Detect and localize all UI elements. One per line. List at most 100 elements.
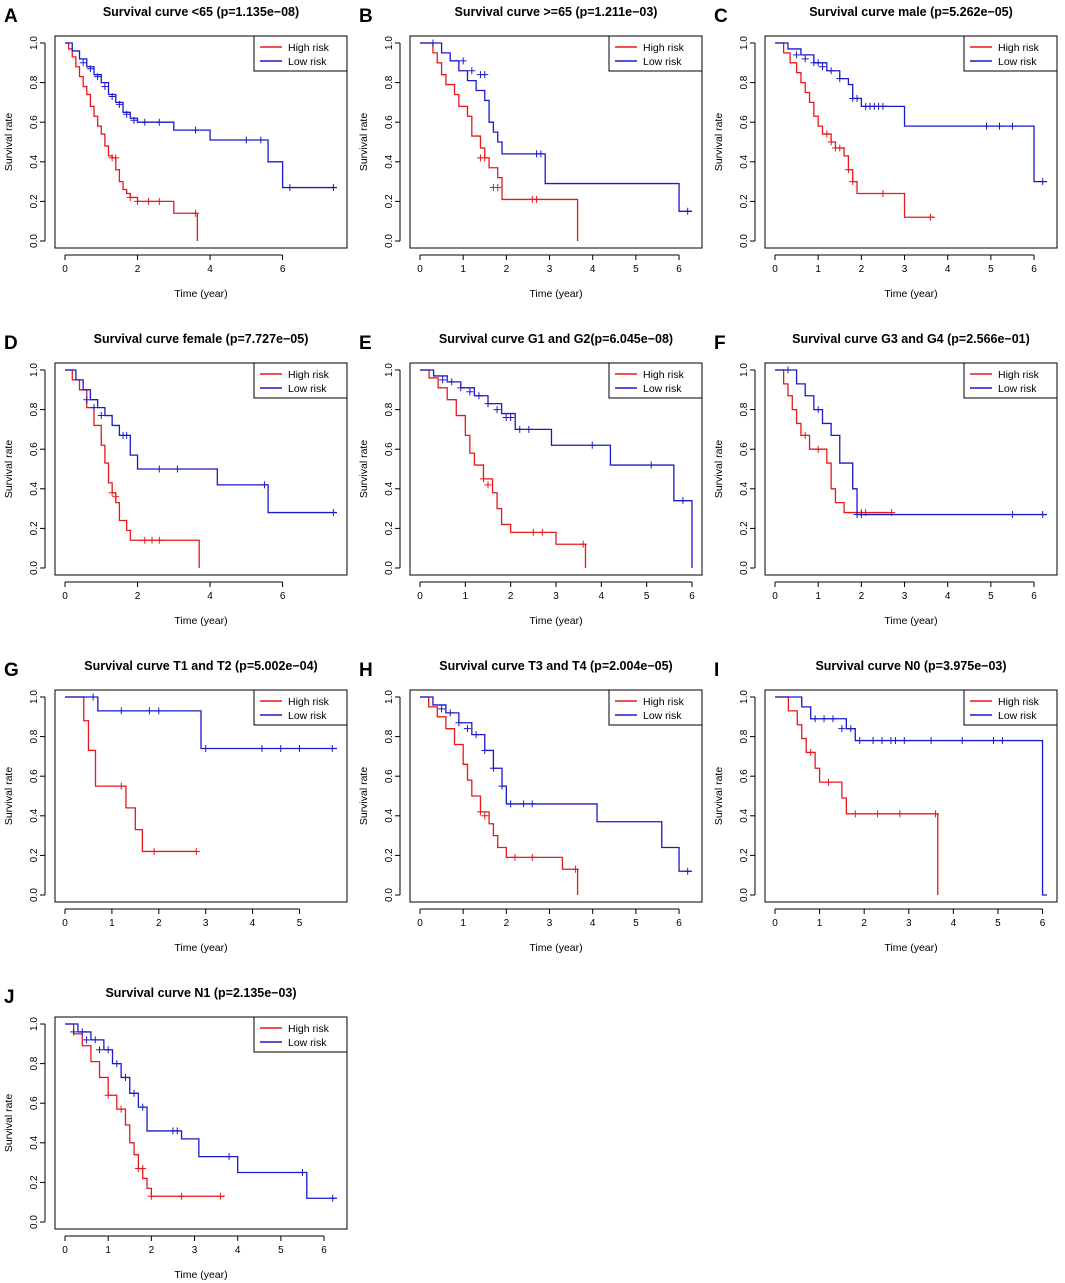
censor-mark-low-risk	[647, 461, 655, 469]
y-tick-label: 0.4	[384, 808, 395, 822]
series-line-high-risk	[65, 369, 200, 568]
censor-mark-low-risk	[192, 126, 200, 134]
censor-mark-high-risk	[529, 528, 537, 536]
legend-label: Low risk	[643, 383, 682, 395]
censor-mark-low-risk	[784, 366, 792, 374]
censor-mark-high-risk	[814, 445, 822, 453]
censor-mark-low-risk	[79, 59, 87, 67]
censor-mark-low-risk	[493, 406, 501, 414]
x-tick-label: 3	[547, 918, 553, 929]
censor-mark-high-risk	[827, 138, 835, 146]
y-tick-label: 0.2	[384, 848, 395, 862]
x-axis-label: Time (year)	[884, 615, 937, 627]
censor-mark-low-risk	[459, 57, 467, 65]
censor-mark-low-risk	[827, 67, 835, 75]
legend-label: Low risk	[643, 56, 682, 68]
x-tick-label: 4	[590, 918, 596, 929]
y-tick-label: 0.0	[29, 888, 40, 902]
censor-mark-low-risk	[983, 122, 991, 130]
legend: High risk Low risk	[963, 689, 1058, 726]
censor-mark-high-risk	[579, 540, 587, 548]
censor-mark-high-risk	[141, 536, 149, 544]
x-tick-label: 4	[250, 918, 256, 929]
y-tick-label: 0.4	[29, 481, 40, 495]
censor-mark-low-risk	[155, 118, 163, 126]
y-tick-label: 0.4	[739, 808, 750, 822]
y-tick-label: 0.6	[384, 769, 395, 783]
legend-label: High risk	[998, 369, 1040, 381]
x-tick-label: 4	[235, 1245, 241, 1256]
censor-mark-low-risk	[91, 1036, 99, 1044]
x-tick-label: 2	[135, 591, 141, 602]
x-tick-label: 5	[297, 918, 303, 929]
x-tick-label: 5	[988, 591, 994, 602]
legend-label: Low risk	[288, 710, 327, 722]
plot-frame	[409, 689, 703, 903]
x-tick-label: 2	[508, 591, 514, 602]
plot-frame	[409, 362, 703, 576]
censor-mark-low-risk	[836, 75, 844, 83]
plot-frame	[764, 35, 1058, 249]
censor-mark-low-risk	[277, 744, 285, 752]
censor-mark-high-risk	[192, 209, 200, 217]
x-tick-label: 2	[861, 918, 867, 929]
series-line-high-risk	[775, 42, 935, 218]
x-tick-label: 2	[504, 918, 510, 929]
censor-mark-low-risk	[1008, 511, 1016, 519]
y-axis-label: Survival rate	[713, 767, 725, 826]
censor-mark-high-risk	[932, 810, 940, 818]
legend-label: Low risk	[643, 710, 682, 722]
censor-mark-high-risk	[896, 810, 904, 818]
censor-mark-low-risk	[801, 55, 809, 63]
chart-title: Survival curve T1 and T2 (p=5.002e−04)	[84, 659, 317, 673]
x-axis-label: Time (year)	[884, 288, 937, 300]
series-line-high-risk	[775, 369, 892, 514]
panel-letter: C	[714, 6, 728, 27]
y-tick-label: 0.8	[29, 1056, 40, 1070]
censor-mark-low-risk	[455, 719, 463, 727]
x-tick-label: 6	[1031, 264, 1037, 275]
censor-mark-low-risk	[507, 414, 515, 422]
legend-box	[963, 35, 1058, 72]
legend-box	[963, 689, 1058, 726]
censor-mark-high-risk	[148, 536, 156, 544]
censor-mark-high-risk	[807, 748, 815, 756]
chart-title: Survival curve N0 (p=3.975e−03)	[815, 659, 1006, 673]
panel-c: C Survival curve male (p=5.262e−05) 0 1 2 3 4 5…	[713, 5, 1058, 300]
censor-mark-low-risk	[329, 509, 337, 517]
censor-mark-high-risk	[476, 808, 484, 816]
censor-mark-high-risk	[112, 493, 120, 501]
panel-j: J Survival curve N1 (p=2.135e−03) 0 1 2 3 4 5 6 T…	[3, 986, 348, 1281]
y-tick-label: 0.0	[29, 1215, 40, 1229]
censor-mark-low-risk	[879, 102, 887, 110]
x-tick-label: 3	[553, 591, 559, 602]
censor-mark-low-risk	[814, 59, 822, 67]
panel-letter: G	[4, 660, 19, 681]
legend-box	[253, 689, 348, 726]
x-tick-label: 4	[599, 591, 605, 602]
panel-b: B Survival curve >=65 (p=1.211e−03) 0 1 2 3 4 5…	[358, 5, 703, 300]
censor-mark-low-risk	[115, 100, 123, 108]
censor-mark-high-risk	[134, 197, 142, 205]
censor-mark-low-risk	[117, 707, 125, 715]
censor-mark-high-risk	[479, 475, 487, 483]
plot-frame	[764, 689, 1058, 903]
y-tick-label: 1.0	[384, 363, 395, 377]
y-tick-label: 0.2	[739, 848, 750, 862]
censor-mark-low-risk	[853, 94, 861, 102]
panel-e: E Survival curve G1 and G2(p=6.045e−08) 0 1…	[358, 332, 703, 627]
censor-mark-low-risk	[793, 51, 801, 59]
censor-mark-low-risk	[857, 511, 865, 519]
legend-box	[253, 362, 348, 399]
legend-label: Low risk	[998, 710, 1037, 722]
y-tick-label: 0.6	[384, 115, 395, 129]
y-tick-label: 0.0	[739, 561, 750, 575]
series-line-high-risk	[420, 369, 587, 568]
y-axis-label: Survival rate	[3, 767, 15, 826]
y-tick-label: 0.4	[739, 154, 750, 168]
legend-label: High risk	[288, 696, 330, 708]
censor-mark-low-risk	[429, 39, 437, 47]
x-tick-label: 1	[463, 591, 469, 602]
censor-mark-low-risk	[472, 731, 480, 739]
